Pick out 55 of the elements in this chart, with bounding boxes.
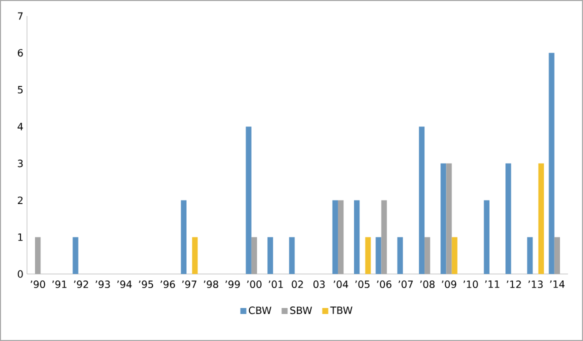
legend-label: SBW bbox=[290, 306, 312, 314]
legend-label: TBW bbox=[330, 306, 352, 314]
x-tick-label: ’98 bbox=[204, 280, 218, 288]
y-tick-label: 2 bbox=[18, 196, 22, 204]
x-tick-label: ’13 bbox=[528, 280, 543, 288]
x-tick-label: ’07 bbox=[398, 280, 413, 288]
y-tick-label: 1 bbox=[18, 234, 23, 241]
x-tick-label: ’90 bbox=[30, 280, 46, 288]
bar bbox=[289, 237, 295, 274]
bar bbox=[506, 163, 512, 274]
x-tick-label: ’09 bbox=[442, 280, 456, 288]
y-tick-label: 3 bbox=[18, 160, 23, 168]
x-tick-label: ’06 bbox=[377, 280, 392, 288]
bar bbox=[180, 200, 186, 274]
x-tick-label: ’99 bbox=[226, 280, 240, 288]
y-tick-label: 6 bbox=[18, 49, 23, 57]
x-tick-label: 02 bbox=[292, 280, 303, 288]
x-tick-label: ’04 bbox=[334, 280, 348, 288]
x-tick-label: ’93 bbox=[96, 280, 110, 288]
x-tick-label: ’14 bbox=[550, 280, 565, 288]
bar bbox=[527, 237, 533, 274]
y-tick-label: 7 bbox=[18, 12, 23, 20]
y-tick-label: 4 bbox=[18, 122, 23, 130]
y-tick-label: 0 bbox=[18, 270, 23, 278]
bar bbox=[452, 237, 458, 274]
x-tick-label: ’00 bbox=[247, 280, 262, 288]
bar bbox=[376, 237, 382, 274]
bar bbox=[397, 237, 403, 274]
x-tick-label: ’97 bbox=[182, 280, 196, 288]
bar bbox=[484, 200, 490, 274]
bar bbox=[267, 237, 274, 274]
bar bbox=[354, 200, 360, 274]
legend-label: CBW bbox=[248, 306, 272, 314]
bar bbox=[538, 163, 544, 274]
x-tick-label: ’11 bbox=[485, 280, 500, 288]
bar bbox=[365, 237, 371, 274]
x-tick-label: ’08 bbox=[420, 280, 435, 288]
bar bbox=[332, 200, 338, 274]
x-tick-label: ’01 bbox=[268, 280, 283, 288]
y-tick-label: 5 bbox=[18, 86, 23, 94]
bar bbox=[72, 237, 78, 274]
bar bbox=[548, 52, 554, 274]
x-tick-label: ’92 bbox=[74, 280, 88, 288]
x-tick-label: ’12 bbox=[506, 280, 521, 288]
x-tick-label: ’96 bbox=[160, 280, 175, 288]
bar bbox=[192, 237, 198, 274]
bar bbox=[440, 163, 446, 274]
x-tick-label: ’94 bbox=[117, 280, 132, 288]
x-tick-label: 03 bbox=[313, 280, 325, 288]
x-tick-label: ’05 bbox=[355, 280, 370, 288]
bar bbox=[418, 126, 425, 274]
x-tick-label: ’95 bbox=[138, 280, 154, 288]
x-tick-label: ’91 bbox=[52, 280, 66, 288]
x-tick-label: ’10 bbox=[464, 280, 478, 288]
bar bbox=[246, 126, 252, 274]
